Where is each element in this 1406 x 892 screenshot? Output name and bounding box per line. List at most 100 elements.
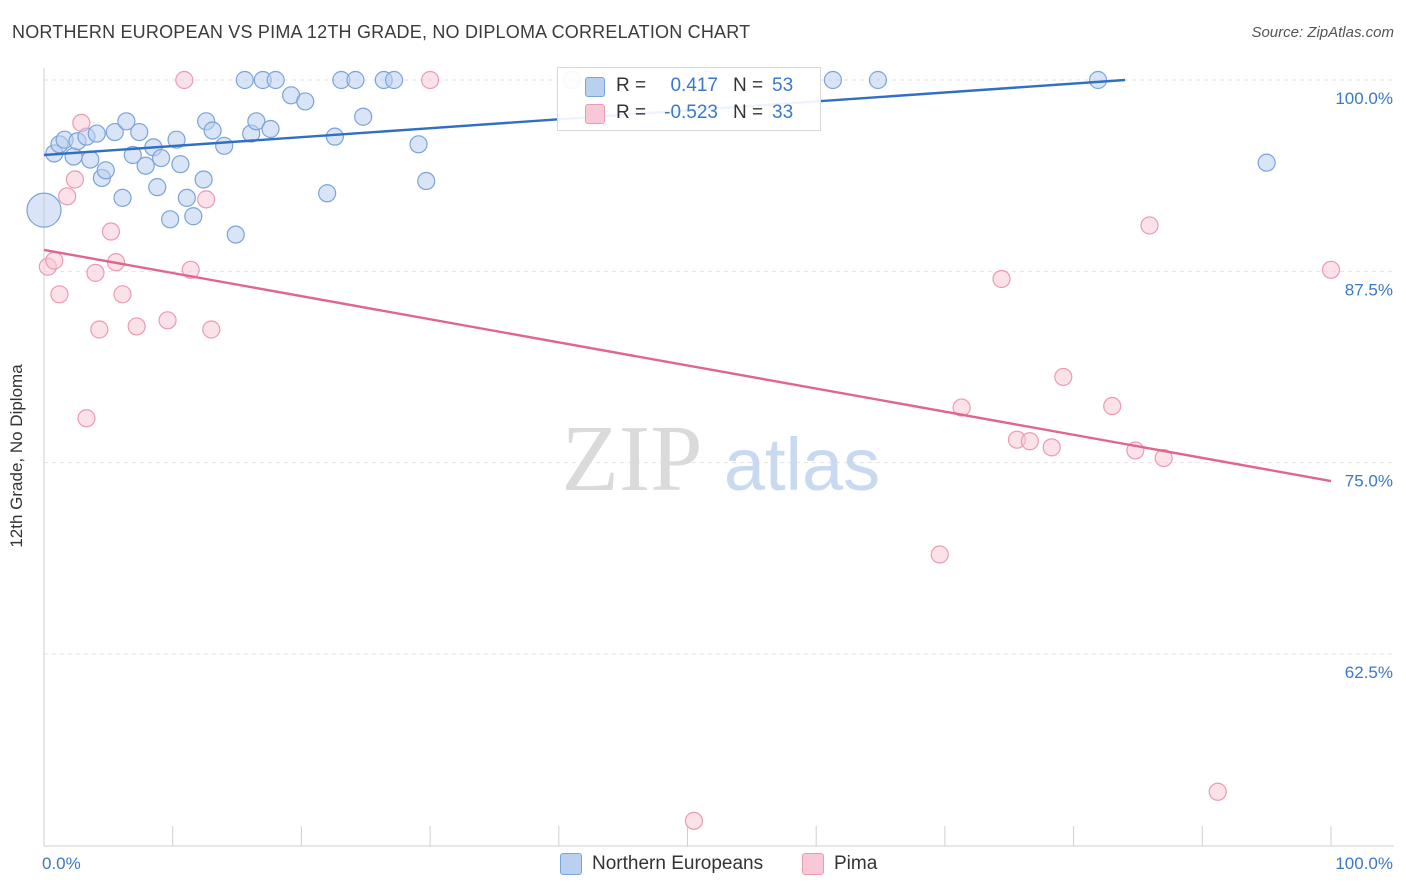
- legend-n-value: 33: [772, 102, 794, 123]
- y-tick-label: 87.5%: [1345, 280, 1393, 299]
- data-point-northern-europeans: [96, 161, 115, 180]
- data-point-pima: [1054, 367, 1073, 387]
- data-point-northern-europeans: [130, 122, 149, 142]
- data-point-northern-europeans: [81, 150, 100, 169]
- data-point-pima: [992, 269, 1011, 289]
- legend-row-northern-europeans: R = 0.417 N = 53: [558, 73, 820, 101]
- watermark-zip: ZIP: [562, 407, 703, 511]
- legend-n-value: 53: [772, 75, 794, 96]
- data-point-pima: [1020, 432, 1039, 451]
- data-point-pima: [952, 398, 971, 417]
- data-point-northern-europeans: [384, 70, 404, 90]
- data-point-northern-europeans: [177, 188, 196, 207]
- legend-r-label: R =: [616, 102, 647, 123]
- data-point-pima: [58, 187, 77, 206]
- y-tick-label: 62.5%: [1345, 663, 1393, 682]
- data-point-northern-europeans: [354, 107, 373, 126]
- data-point-pima: [1208, 782, 1227, 801]
- data-point-northern-europeans: [105, 122, 124, 142]
- bottom-legend-label: Pima: [834, 853, 878, 874]
- data-point-northern-europeans: [203, 121, 222, 140]
- data-point-northern-europeans: [171, 155, 190, 174]
- data-point-northern-europeans: [823, 70, 843, 90]
- data-point-northern-europeans: [87, 124, 106, 143]
- legend-r-value: 0.417: [670, 75, 718, 96]
- bottom-legend-label: Northern Europeans: [592, 853, 764, 874]
- data-point-pima: [1321, 260, 1341, 279]
- data-point-northern-europeans: [123, 145, 142, 165]
- trend-line-pima: [43, 248, 1332, 483]
- data-point-northern-europeans: [161, 210, 180, 229]
- watermark-atlas: atlas: [724, 423, 880, 506]
- bottom-legend-swatch-blue: [560, 853, 582, 875]
- data-point-pima: [113, 285, 132, 304]
- data-point-northern-europeans: [226, 225, 245, 244]
- data-point-pima: [202, 320, 221, 339]
- stats-legend: R = 0.417 N = 53 R = -0.523 N = 33: [557, 67, 821, 131]
- chart-title: NORTHERN EUROPEAN VS PIMA 12TH GRADE, NO…: [12, 22, 751, 42]
- data-point-northern-europeans: [117, 112, 136, 131]
- data-point-northern-europeans: [64, 147, 83, 166]
- y-axis-label: 12th Grade, No Diploma: [7, 364, 26, 548]
- legend-swatch-pink: [585, 104, 605, 124]
- data-point-pima: [684, 811, 704, 830]
- legend-r-value: -0.523: [664, 102, 718, 123]
- data-point-pima: [77, 409, 96, 428]
- source-credit: Source: ZipAtlas.com: [1251, 24, 1394, 41]
- data-point-northern-europeans: [152, 148, 171, 168]
- data-point-northern-europeans: [235, 70, 254, 90]
- data-point-pima: [50, 285, 69, 304]
- legend-r-label: R =: [616, 75, 647, 96]
- data-point-pima: [65, 170, 84, 189]
- data-point-pima: [175, 70, 194, 90]
- data-point-pima: [45, 251, 64, 270]
- bottom-legend-swatch-pink: [802, 853, 824, 875]
- data-point-northern-europeans: [325, 127, 344, 146]
- x-tick-label: 100.0%: [1335, 854, 1393, 873]
- data-point-northern-europeans: [247, 112, 266, 131]
- data-point-northern-europeans: [215, 136, 234, 155]
- data-point-pima: [101, 222, 121, 241]
- data-point-northern-europeans: [184, 207, 203, 226]
- data-point-northern-europeans: [194, 170, 213, 189]
- data-point-northern-europeans: [167, 130, 186, 149]
- data-point-northern-europeans: [868, 70, 888, 90]
- data-point-northern-europeans: [136, 156, 155, 175]
- grid-layer: [44, 79, 1394, 655]
- tick-label-layer: 62.5% 75.0% 87.5% 100.0% 0.0% 100.0%: [42, 89, 1393, 873]
- data-point-pima: [181, 260, 200, 279]
- data-point-pima: [1140, 216, 1159, 235]
- data-point-northern-europeans: [26, 192, 62, 228]
- data-point-pima: [86, 263, 105, 282]
- data-point-northern-europeans: [113, 188, 132, 207]
- data-point-northern-europeans: [148, 178, 167, 197]
- data-point-pima: [197, 190, 216, 209]
- data-point-northern-europeans: [296, 92, 315, 111]
- x-tick-label: 0.0%: [42, 854, 81, 873]
- data-point-northern-europeans: [266, 70, 285, 90]
- legend-row-pima: R = -0.523 N = 33: [558, 100, 820, 128]
- y-tick-label: 100.0%: [1335, 89, 1393, 108]
- data-point-pima: [1042, 438, 1061, 457]
- data-point-pima: [1103, 396, 1122, 416]
- points-layer: [26, 70, 1341, 830]
- data-point-northern-europeans: [318, 184, 337, 203]
- data-point-pima: [72, 113, 91, 132]
- data-point-northern-europeans: [417, 171, 436, 191]
- y-tick-label: 75.0%: [1345, 472, 1393, 491]
- data-point-pima: [90, 320, 109, 339]
- data-point-northern-europeans: [1257, 153, 1276, 172]
- legend-n-label: N =: [733, 75, 764, 96]
- data-point-pima: [930, 545, 949, 564]
- watermark: ZIP atlas: [562, 407, 881, 511]
- data-point-pima: [1154, 448, 1173, 468]
- data-point-northern-europeans: [1088, 70, 1108, 90]
- legend-swatch-blue: [585, 77, 605, 97]
- data-point-northern-europeans: [261, 119, 280, 139]
- data-point-pima: [158, 311, 177, 330]
- data-point-northern-europeans: [346, 70, 365, 90]
- data-point-pima: [127, 317, 146, 336]
- legend-n-label: N =: [733, 102, 764, 123]
- data-point-northern-europeans: [409, 135, 428, 154]
